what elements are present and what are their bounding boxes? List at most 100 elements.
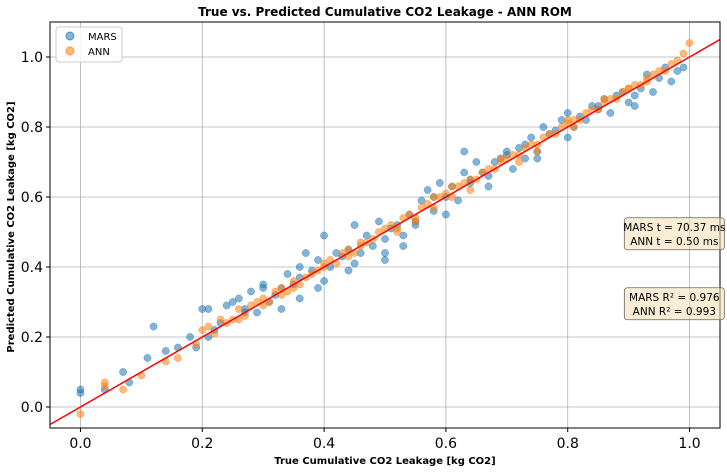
- point-mars: [399, 231, 408, 240]
- point-mars: [228, 298, 237, 306]
- point-ann: [411, 217, 420, 226]
- point-mars: [344, 266, 353, 275]
- point-ann: [216, 315, 225, 324]
- point-mars: [277, 305, 286, 313]
- point-mars: [76, 385, 85, 394]
- y-tick-label: 0.8: [21, 120, 43, 136]
- point-ann: [600, 95, 609, 103]
- point-mars: [624, 98, 633, 107]
- point-mars: [673, 67, 682, 75]
- point-ann: [429, 193, 438, 201]
- point-mars: [119, 368, 127, 376]
- y-tick-label: 0.6: [21, 190, 43, 206]
- annotation-text: ANN t = 0.50 ms: [630, 236, 718, 248]
- point-mars: [521, 154, 529, 163]
- point-mars: [423, 186, 432, 194]
- point-mars: [533, 154, 542, 163]
- annotation-text: MARS R² = 0.976: [629, 292, 720, 304]
- point-mars: [381, 249, 389, 257]
- point-mars: [527, 133, 536, 142]
- annotation-text: ANN R² = 0.993: [633, 306, 716, 318]
- point-mars: [381, 256, 389, 264]
- point-mars: [460, 147, 469, 156]
- point-mars: [253, 308, 261, 317]
- point-mars: [350, 259, 359, 268]
- point-mars: [149, 322, 158, 331]
- point-mars: [295, 294, 304, 303]
- point-ann: [466, 186, 475, 194]
- point-mars: [649, 88, 657, 96]
- point-mars: [186, 333, 194, 341]
- point-ann: [100, 378, 109, 387]
- legend-marker-ann: [65, 46, 75, 56]
- point-ann: [679, 49, 688, 58]
- point-mars: [381, 235, 389, 243]
- point-mars: [301, 249, 310, 257]
- x-tick-label: 0.0: [69, 436, 91, 452]
- point-mars: [472, 158, 481, 166]
- point-mars: [630, 102, 639, 110]
- legend-label-mars: MARS: [88, 32, 117, 43]
- legend-marker-mars: [65, 31, 75, 41]
- point-mars: [509, 165, 517, 173]
- point-mars: [484, 182, 493, 191]
- point-ann: [685, 39, 694, 47]
- annotation-box: [623, 287, 725, 321]
- point-mars: [539, 123, 548, 131]
- x-axis-label: True Cumulative CO2 Leakage [kg CO2]: [274, 456, 495, 467]
- point-mars: [375, 217, 383, 226]
- legend-label-ann: ANN: [88, 47, 110, 58]
- legend: MARS ANN: [55, 26, 123, 63]
- reference-line: [49, 38, 721, 426]
- y-tick-label: 0.2: [21, 330, 43, 346]
- point-mars: [320, 231, 328, 240]
- point-mars: [222, 301, 231, 310]
- point-ann: [563, 116, 572, 124]
- point-mars: [314, 284, 322, 292]
- point-mars: [630, 91, 639, 100]
- point-mars: [283, 270, 292, 278]
- point-ann: [234, 305, 243, 313]
- point-mars: [563, 109, 572, 117]
- annotation-box: [623, 217, 725, 251]
- x-tick-label: 0.6: [435, 436, 457, 452]
- x-tick-label: 0.4: [313, 436, 335, 452]
- point-mars: [435, 179, 444, 187]
- point-mars: [667, 77, 676, 86]
- point-ann: [533, 147, 542, 156]
- y-tick-label: 0.4: [21, 260, 43, 276]
- point-mars: [247, 287, 255, 296]
- annotation-text: MARS t = 70.37 ms: [623, 222, 725, 234]
- point-mars: [295, 263, 304, 271]
- point-mars: [204, 305, 213, 313]
- point-ann: [448, 182, 456, 191]
- point-mars: [399, 242, 408, 250]
- grid-lines: [50, 22, 720, 428]
- point-mars: [454, 196, 462, 205]
- y-axis-label: Predicted Cumulative CO2 Leakage [kg CO2…: [6, 101, 17, 352]
- point-mars: [259, 280, 268, 289]
- point-mars: [234, 294, 243, 303]
- point-ann: [496, 154, 505, 163]
- point-mars: [460, 168, 469, 177]
- point-ann: [119, 385, 127, 394]
- annotation-boxes: MARS t = 70.37 ms ANN t = 0.50 ms MARS R² …: [623, 217, 725, 321]
- point-ann: [174, 354, 182, 362]
- y-tick-label: 1.0: [21, 50, 43, 66]
- x-axis-ticks: 0.0 0.2 0.4 0.6 0.8 1.0: [69, 428, 701, 452]
- point-mars: [350, 221, 359, 229]
- x-tick-label: 1.0: [678, 436, 700, 452]
- point-ann: [515, 158, 523, 166]
- point-mars: [606, 109, 615, 117]
- point-mars: [679, 63, 688, 72]
- point-mars: [442, 210, 450, 219]
- y-tick-label: 0.0: [21, 400, 43, 416]
- x-tick-label: 0.8: [557, 436, 579, 452]
- point-mars: [161, 347, 170, 355]
- point-mars: [143, 354, 152, 362]
- point-mars: [314, 256, 322, 264]
- point-ann: [204, 322, 213, 331]
- point-ann: [198, 326, 207, 334]
- data-points: [49, 38, 721, 426]
